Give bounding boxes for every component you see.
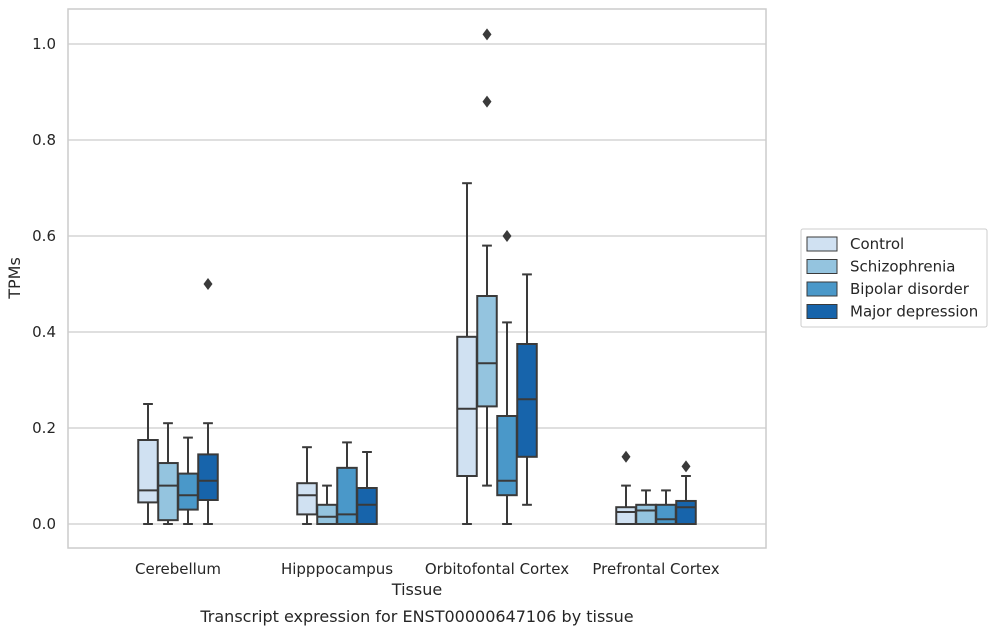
legend-frame (800, 228, 988, 328)
legend-label: Major depression (850, 303, 978, 321)
iqr-box (177, 472, 199, 511)
box-bipolar-disorder (655, 489, 677, 525)
box-control (615, 450, 637, 526)
outlier-point (482, 28, 492, 41)
iqr-box (296, 482, 318, 516)
y-tick-label: 0.6 (32, 227, 56, 245)
x-tick-label: Orbitofontal Cortex (425, 560, 569, 578)
x-tick-label: Hipppocampus (281, 560, 393, 578)
iqr-box (516, 343, 538, 458)
iqr-box (615, 506, 637, 526)
iqr-box (675, 499, 697, 525)
box-bipolar-disorder (177, 436, 199, 525)
legend-label: Schizophrenia (850, 258, 955, 276)
plot-frame (67, 8, 767, 549)
outlier-point (482, 95, 492, 108)
x-axis-ticks: Cerebellum Hipppocampus Orbitofontal Corte… (135, 560, 720, 578)
legend-swatch (806, 304, 838, 319)
iqr-box (655, 503, 677, 525)
box-control (137, 403, 159, 525)
box-major-depression (356, 451, 378, 525)
legend-label: Control (850, 235, 904, 253)
y-axis-title: TPMs (5, 257, 24, 300)
chart-caption: Transcript expression for ENST0000064710… (199, 607, 633, 626)
outlier-point (681, 460, 691, 473)
box-schizophrenia (476, 28, 498, 487)
box-control (456, 182, 478, 525)
grid-lines (68, 43, 766, 525)
x-axis-title: Tissue (391, 580, 442, 599)
iqr-box (456, 335, 478, 477)
legend: Control Schizophrenia Bipolar disorder Majo… (800, 228, 988, 328)
box-schizophrenia (157, 422, 179, 525)
y-tick-label: 0.8 (32, 131, 56, 149)
iqr-box (336, 466, 358, 525)
legend-label: Bipolar disorder (850, 280, 970, 298)
outlier-point (502, 230, 512, 242)
y-axis-ticks: 0.0 0.2 0.4 0.6 0.8 1.0 (32, 35, 56, 533)
box-plot-area (137, 28, 697, 526)
legend-swatch (806, 281, 838, 297)
x-tick-label: Cerebellum (135, 560, 221, 578)
box-major-depression (516, 273, 538, 506)
iqr-box (316, 503, 338, 525)
iqr-box (197, 453, 219, 501)
y-tick-label: 0.2 (32, 419, 56, 437)
iqr-box (137, 439, 159, 504)
iqr-box (356, 487, 378, 525)
iqr-box (496, 415, 518, 497)
iqr-box (476, 295, 498, 408)
legend-swatch (806, 259, 838, 274)
y-tick-label: 0.4 (32, 323, 56, 341)
iqr-box (157, 462, 179, 522)
box-control (296, 446, 318, 525)
outlier-point (203, 278, 213, 290)
y-tick-label: 1.0 (32, 35, 56, 53)
y-tick-label: 0.0 (32, 515, 56, 533)
iqr-box (635, 503, 657, 525)
legend-swatch (806, 236, 838, 252)
box-schizophrenia (316, 484, 338, 525)
box-bipolar-disorder (336, 441, 358, 525)
outlier-point (621, 450, 631, 463)
box-schizophrenia (635, 489, 657, 525)
box-major-depression (675, 460, 697, 525)
box-major-depression (197, 278, 219, 525)
x-tick-label: Prefrontal Cortex (592, 560, 719, 578)
box-bipolar-disorder (496, 230, 518, 525)
